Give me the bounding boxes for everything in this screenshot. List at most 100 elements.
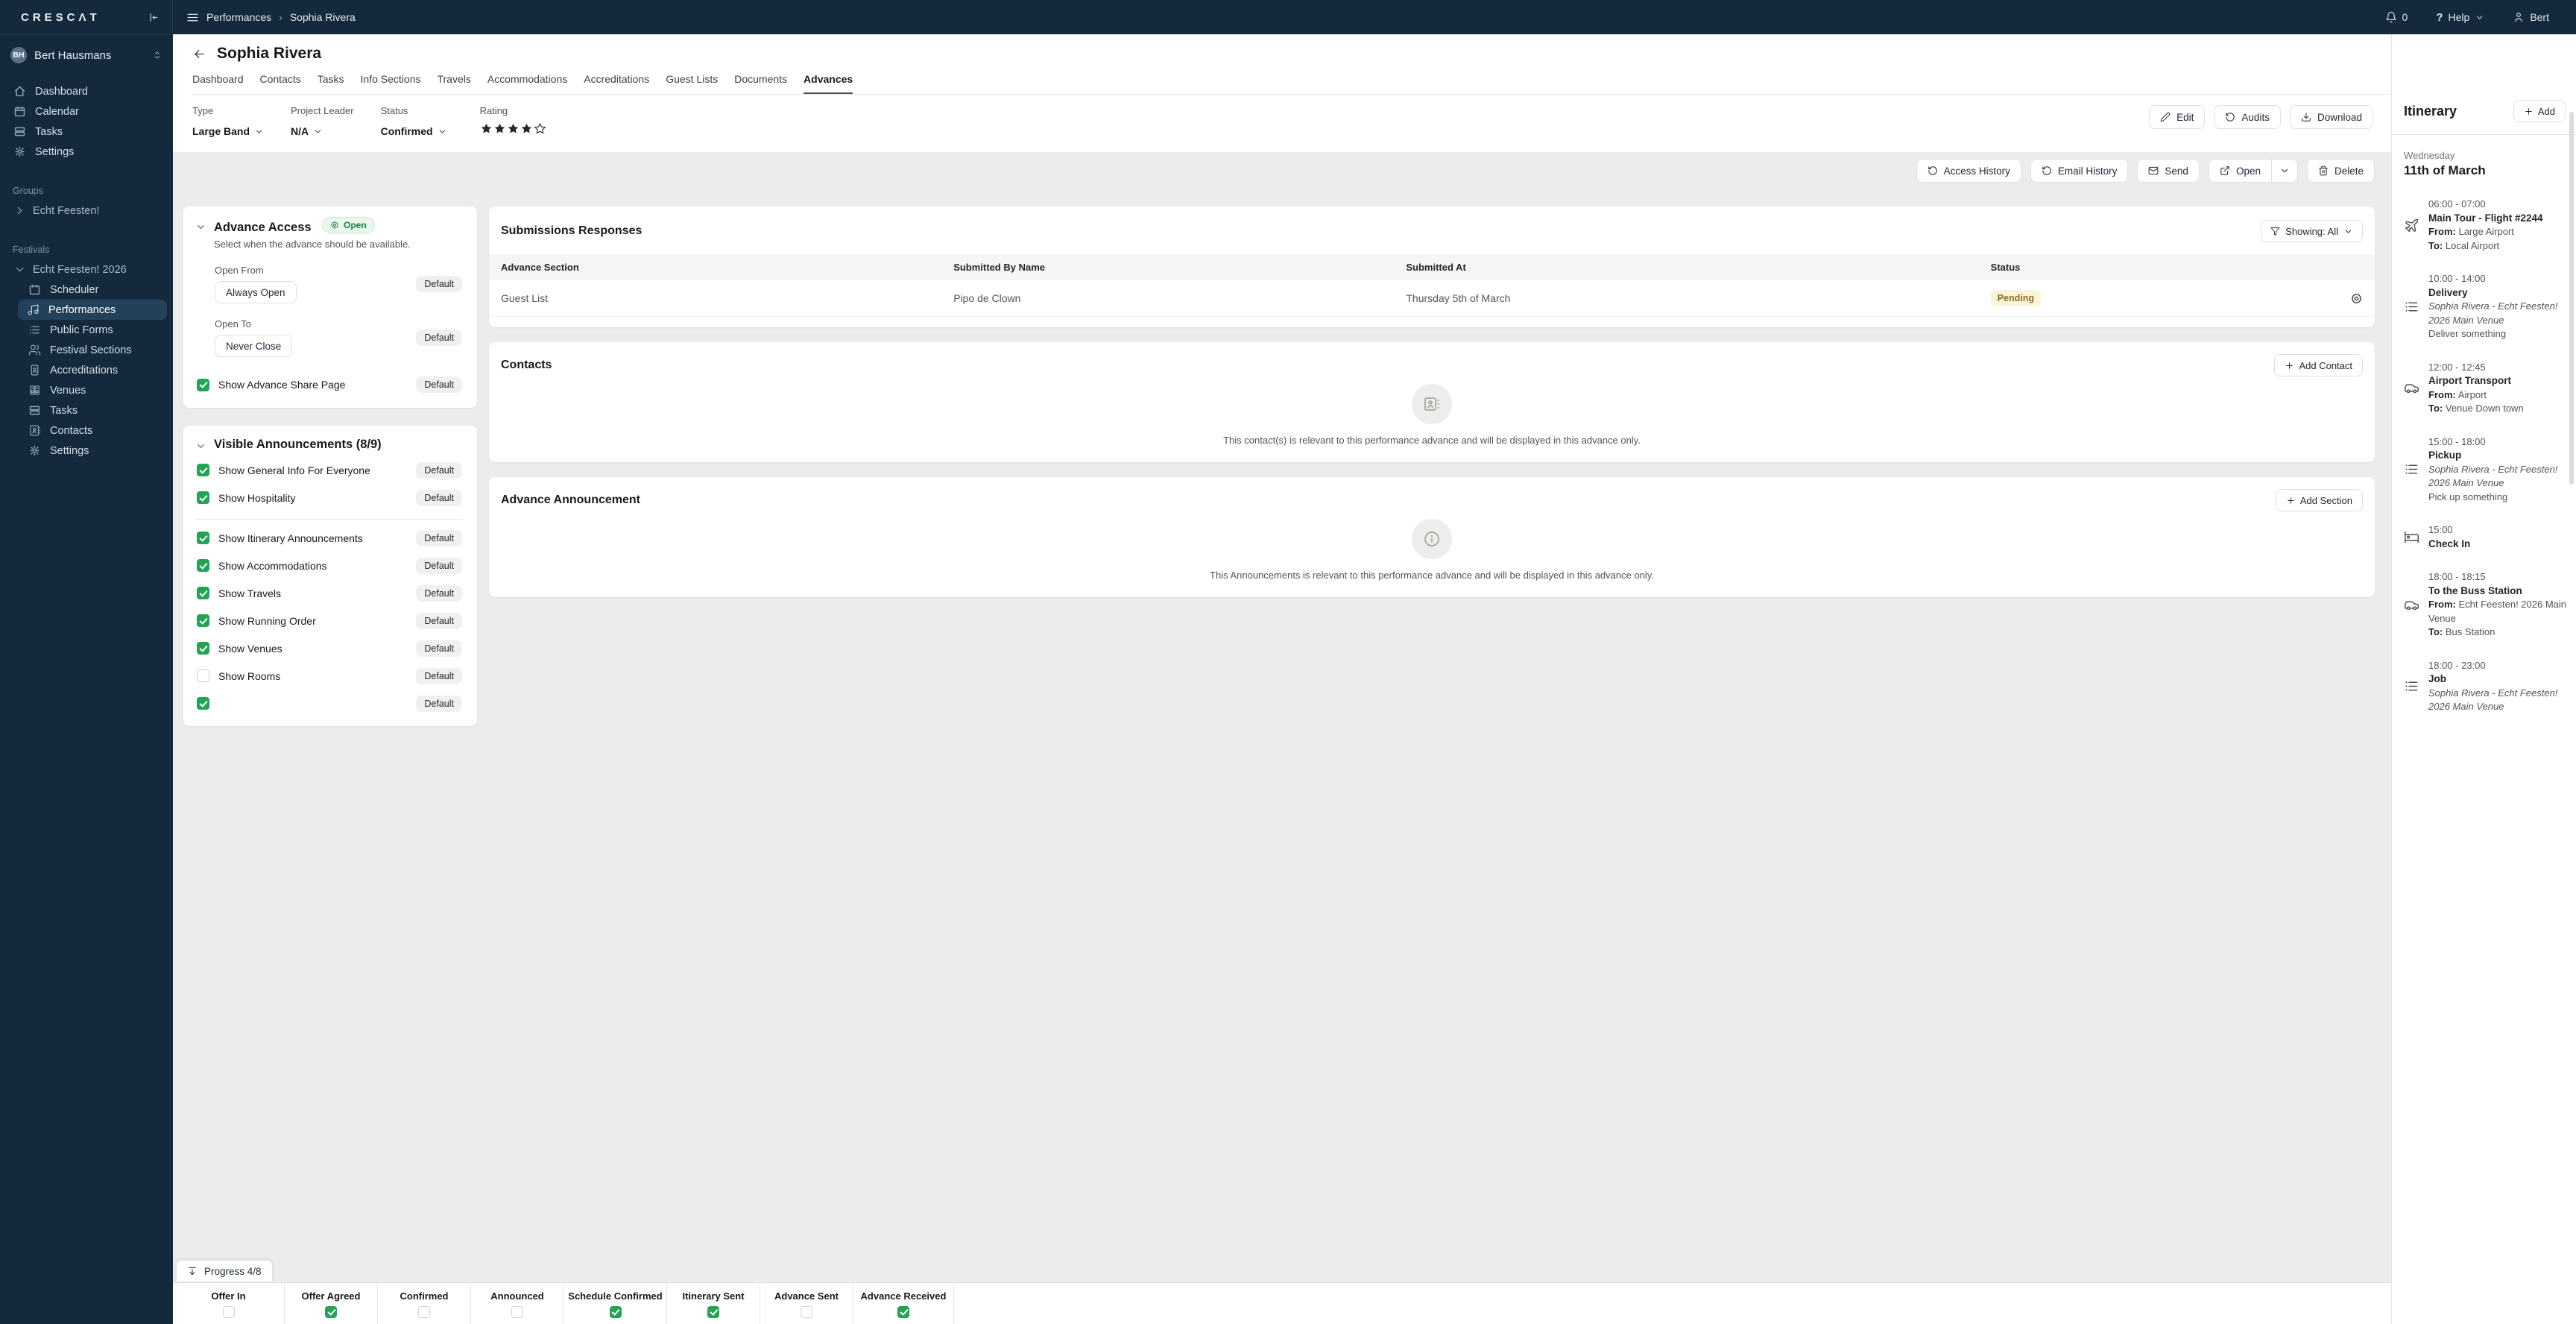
star-icon[interactable] — [520, 122, 533, 135]
sidebar-item-dashboard[interactable]: Dashboard — [0, 81, 173, 101]
sidebar-item-scheduler[interactable]: Scheduler — [0, 280, 173, 300]
open-to-select[interactable]: Never Close — [215, 335, 293, 357]
tab-contacts[interactable]: Contacts — [260, 73, 301, 94]
add-contact-button[interactable]: Add Contact — [2274, 354, 2363, 376]
itinerary-item[interactable]: 15:00 Check In — [2404, 523, 2569, 551]
sidebar-item-performances[interactable]: Performances — [18, 300, 167, 320]
status-checkbox[interactable] — [325, 1306, 337, 1318]
item-title: Main Tour - Flight #2244 — [2428, 212, 2543, 224]
sidebar-item-label: Calendar — [35, 105, 79, 118]
open-from-label: Open From — [215, 265, 264, 276]
sidebar-item-festival-sections[interactable]: Festival Sections — [0, 340, 173, 360]
add-section-button[interactable]: Add Section — [2275, 489, 2363, 511]
star-icon[interactable] — [507, 122, 520, 135]
announcement-checkbox[interactable] — [197, 587, 209, 599]
status-checkbox[interactable] — [801, 1306, 812, 1318]
status-select[interactable]: Confirmed — [381, 125, 447, 137]
announcement-checkbox[interactable] — [197, 614, 209, 627]
sidebar-item-contacts[interactable]: Contacts — [0, 420, 173, 441]
itinerary-item[interactable]: 15:00 - 18:00 Pickup Sophia Rivera - Ech… — [2404, 435, 2569, 505]
tab-documents[interactable]: Documents — [734, 73, 787, 94]
star-icon[interactable] — [534, 122, 546, 135]
sidebar-item-label: Tasks — [35, 125, 63, 138]
delete-button[interactable]: Delete — [2306, 159, 2375, 183]
announcement-checkbox[interactable] — [197, 491, 209, 504]
sidebar-item-settings[interactable]: Settings — [0, 142, 173, 162]
project-leader-select[interactable]: N/A — [291, 125, 354, 137]
type-select[interactable]: Large Band — [192, 125, 264, 137]
tab-tasks[interactable]: Tasks — [318, 73, 344, 94]
open-from-select[interactable]: Always Open — [215, 281, 297, 303]
star-icon[interactable] — [480, 122, 493, 135]
status-checkbox[interactable] — [418, 1306, 430, 1318]
tab-accreditations[interactable]: Accreditations — [584, 73, 649, 94]
table-row[interactable]: Guest List Pipo de Clown Thursday 5th of… — [489, 280, 2375, 317]
status-checkbox[interactable] — [897, 1306, 909, 1318]
sidebar-group-echt-feesten[interactable]: Echt Feesten! — [0, 201, 173, 221]
collapse-card-button[interactable] — [195, 221, 206, 233]
announcement-checkbox[interactable] — [197, 642, 209, 655]
sidebar-item-tasks[interactable]: Tasks — [0, 122, 173, 142]
breadcrumb-current[interactable]: Sophia Rivera — [289, 11, 356, 23]
access-history-button[interactable]: Access History — [1916, 159, 2021, 183]
sidebar-item-calendar[interactable]: Calendar — [0, 101, 173, 122]
default-badge: Default — [416, 612, 462, 629]
showing-filter-button[interactable]: Showing: All — [2261, 220, 2363, 242]
announcement-checkbox[interactable] — [197, 464, 209, 476]
announcement-checkbox[interactable] — [197, 532, 209, 544]
status-checkbox[interactable] — [707, 1306, 719, 1318]
audits-button[interactable]: Audits — [2214, 105, 2281, 129]
sidebar-item-festival-settings[interactable]: Settings — [0, 441, 173, 461]
announcement-checkbox[interactable] — [197, 669, 209, 682]
scrollbar-thumb[interactable] — [2569, 112, 2574, 485]
progress-button[interactable]: Progress 4/8 — [176, 1260, 273, 1282]
status-itinerary-sent: Itinerary Sent — [667, 1283, 760, 1324]
announcement-checkbox[interactable] — [197, 697, 209, 710]
itinerary-item[interactable]: 10:00 - 14:00 Delivery Sophia Rivera - E… — [2404, 272, 2569, 341]
rating-field: Rating — [480, 105, 546, 135]
rating-stars[interactable] — [480, 122, 546, 135]
hamburger-icon[interactable] — [186, 11, 199, 24]
sidebar-item-festival-tasks[interactable]: Tasks — [0, 400, 173, 420]
open-dropdown-button[interactable] — [2271, 159, 2298, 183]
itinerary-item[interactable]: 18:00 - 23:00 Job Sophia Rivera - Echt F… — [2404, 659, 2569, 714]
sidebar-collapse-button[interactable] — [148, 11, 160, 24]
itinerary-item[interactable]: 06:00 - 07:00 Main Tour - Flight #2244 F… — [2404, 198, 2569, 253]
sidebar-item-accreditations[interactable]: Accreditations — [0, 360, 173, 380]
breadcrumb: Performances › Sophia Rivera — [173, 11, 356, 24]
tab-travels[interactable]: Travels — [437, 73, 470, 94]
sidebar-item-public-forms[interactable]: Public Forms — [0, 320, 173, 340]
download-icon — [2302, 113, 2311, 122]
download-button[interactable]: Download — [2289, 105, 2373, 129]
tab-accommodations[interactable]: Accommodations — [487, 73, 567, 94]
sidebar-user-menu[interactable]: BH Bert Hausmans — [0, 35, 173, 74]
tab-guest-lists[interactable]: Guest Lists — [666, 73, 718, 94]
tab-advances[interactable]: Advances — [804, 73, 853, 94]
announcement-checkbox[interactable] — [197, 559, 209, 572]
item-from: From: Airport — [2428, 388, 2487, 400]
email-history-button[interactable]: Email History — [2030, 159, 2129, 183]
itinerary-item[interactable]: 12:00 - 12:45 Airport Transport From: Ai… — [2404, 361, 2569, 416]
star-icon[interactable] — [493, 122, 506, 135]
sidebar-item-label: Accreditations — [50, 364, 119, 376]
share-page-checkbox[interactable] — [197, 378, 209, 391]
send-button[interactable]: Send — [2137, 159, 2200, 183]
collapse-card-button[interactable] — [195, 441, 206, 452]
status-checkbox[interactable] — [222, 1306, 235, 1318]
tab-info-sections[interactable]: Info Sections — [361, 73, 421, 94]
status-checkbox[interactable] — [511, 1306, 523, 1318]
notifications-button[interactable]: 0 — [2385, 11, 2408, 23]
itinerary-item[interactable]: 18:00 - 18:15 To the Buss Station From: … — [2404, 570, 2569, 640]
breadcrumb-section[interactable]: Performances — [206, 11, 272, 23]
back-button[interactable] — [192, 47, 206, 61]
view-submission-button[interactable] — [2350, 292, 2363, 305]
user-menu[interactable]: Bert — [2513, 11, 2549, 23]
open-button[interactable]: Open — [2208, 159, 2272, 183]
help-menu[interactable]: ? Help — [2436, 11, 2484, 24]
sidebar-festival-parent[interactable]: Echt Feesten! 2026 — [0, 259, 173, 280]
sidebar-item-venues[interactable]: Venues — [0, 380, 173, 400]
add-itinerary-button[interactable]: Add — [2513, 100, 2566, 122]
edit-button[interactable]: Edit — [2149, 105, 2206, 129]
status-checkbox[interactable] — [609, 1306, 622, 1318]
tab-dashboard[interactable]: Dashboard — [192, 73, 244, 94]
